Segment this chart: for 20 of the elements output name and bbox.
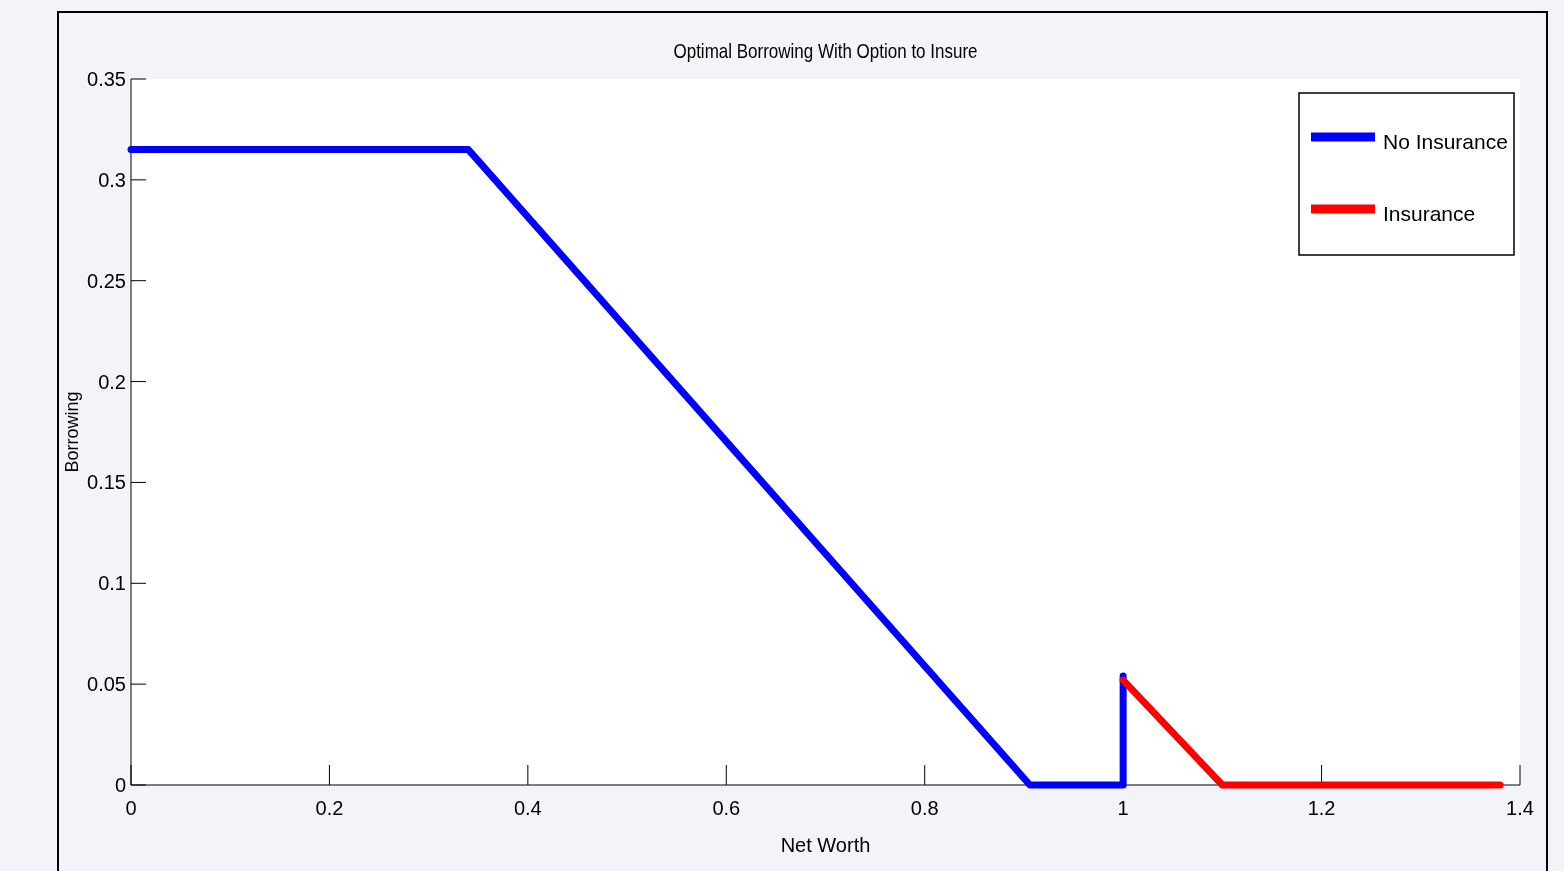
legend-label: Insurance — [1383, 202, 1476, 225]
x-tick-label: 0.8 — [910, 797, 939, 819]
x-tick-label: 0.6 — [712, 797, 741, 819]
x-axis-title: Net Worth — [780, 834, 871, 856]
x-tick-label: 1 — [1117, 797, 1129, 819]
y-tick-label: 0 — [114, 774, 126, 796]
x-tick-label: 1.4 — [1506, 797, 1534, 819]
legend-label: No Insurance — [1383, 130, 1508, 153]
y-axis-title: Borrowing — [62, 391, 82, 473]
x-tick-label: 0.4 — [513, 797, 542, 819]
y-tick-label: 0.15 — [87, 471, 126, 494]
chart-title: Optimal Borrowing With Option to Insure — [673, 39, 978, 63]
y-tick-label: 0.2 — [98, 370, 126, 393]
y-tick-label: 0.3 — [98, 168, 126, 191]
x-tick-label: 1.2 — [1307, 797, 1336, 819]
y-tick-label: 0.1 — [98, 572, 126, 595]
y-tick-label: 0.25 — [87, 269, 126, 292]
x-tick-label: 0.2 — [315, 797, 344, 819]
y-tick-label: 0.05 — [87, 673, 126, 696]
y-tick-label: 0.35 — [87, 68, 126, 90]
